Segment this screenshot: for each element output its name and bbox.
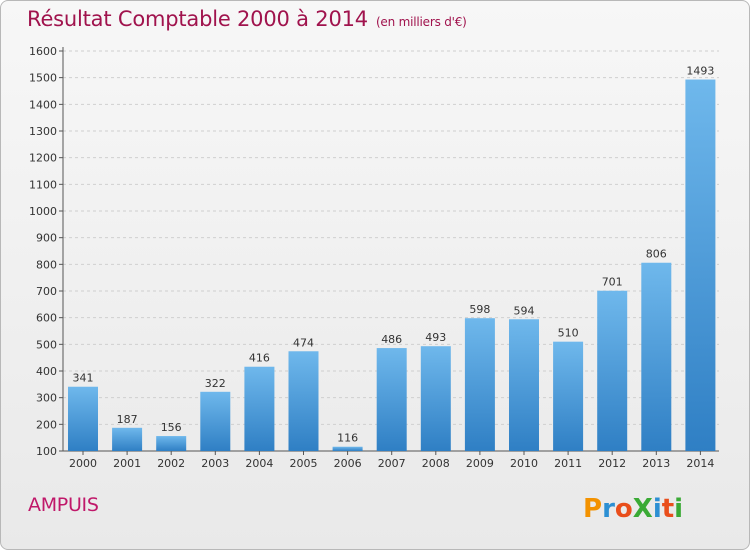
x-tick-label: 2003 <box>201 457 229 470</box>
bar <box>597 290 628 451</box>
data-label: 474 <box>293 336 314 349</box>
y-tick-label: 1400 <box>29 98 57 111</box>
x-tick-label: 2002 <box>157 457 185 470</box>
data-label: 598 <box>469 303 490 316</box>
bar <box>685 79 716 452</box>
data-label: 156 <box>161 421 182 434</box>
x-tick-label: 2005 <box>290 457 318 470</box>
proxiti-logo: ProXiti <box>583 494 683 524</box>
data-label: 594 <box>514 304 535 317</box>
bar <box>332 446 363 451</box>
x-tick-label: 2011 <box>554 457 582 470</box>
bar <box>376 348 407 451</box>
bar <box>112 427 143 451</box>
data-label: 493 <box>425 331 446 344</box>
commune-name: AMPUIS <box>28 494 99 516</box>
x-tick-label: 2012 <box>598 457 626 470</box>
data-label: 486 <box>381 333 402 346</box>
x-tick-label: 2010 <box>510 457 538 470</box>
x-tick-label: 2004 <box>245 457 273 470</box>
bar <box>553 341 584 451</box>
y-tick-label: 400 <box>36 365 57 378</box>
data-label: 116 <box>337 432 358 445</box>
y-tick-label: 500 <box>36 338 57 351</box>
data-label: 187 <box>117 413 138 426</box>
y-tick-label: 800 <box>36 258 57 271</box>
bar <box>156 436 187 451</box>
x-tick-label: 2006 <box>334 457 362 470</box>
x-tick-label: 2013 <box>642 457 670 470</box>
y-tick-label: 900 <box>36 232 57 245</box>
y-tick-label: 1500 <box>29 72 57 85</box>
svg-text:ProXiti: ProXiti <box>583 494 683 524</box>
data-label: 322 <box>205 377 226 390</box>
title-text: Résultat Comptable 2000 à 2014 <box>27 7 368 31</box>
x-tick-label: 2014 <box>686 457 714 470</box>
x-tick-label: 2000 <box>69 457 97 470</box>
bar <box>200 391 231 451</box>
x-tick-labels: 2000 2001 2002 2003 2004 2005 2006 2007 2008 2009… <box>69 457 714 470</box>
bar <box>464 318 495 451</box>
data-labels: 341 187 156 322 416 474 116 486 493 598 594 510 701 8… <box>73 65 715 445</box>
y-tick-label: 700 <box>36 285 57 298</box>
bar <box>641 262 672 451</box>
y-tick-labels: 100 200 300 400 500 600 700 800 900 1000 1100 1200 1… <box>29 45 57 458</box>
bar <box>68 386 98 451</box>
title-unit: (en milliers d'€) <box>375 15 467 29</box>
x-tick-label: 2001 <box>113 457 141 470</box>
bar <box>288 351 319 451</box>
data-label: 416 <box>249 352 270 365</box>
data-label: 806 <box>646 248 667 261</box>
data-label: 341 <box>73 372 94 385</box>
x-tick-label: 2009 <box>466 457 494 470</box>
data-label: 701 <box>602 276 623 289</box>
y-tick-label: 100 <box>36 445 57 458</box>
y-tick-label: 1200 <box>29 152 57 165</box>
y-tick-label: 1300 <box>29 125 57 138</box>
chart-title: Résultat Comptable 2000 à 2014 (en millie… <box>27 7 467 31</box>
bar <box>244 366 275 451</box>
y-tick-label: 1100 <box>29 178 57 191</box>
x-tick-label: 2007 <box>378 457 406 470</box>
bars <box>68 79 716 452</box>
y-tick-label: 1000 <box>29 205 57 218</box>
data-label: 510 <box>558 327 579 340</box>
bar <box>420 346 451 451</box>
x-tick-label: 2008 <box>422 457 450 470</box>
data-label: 1493 <box>686 65 714 78</box>
y-tick-label: 300 <box>36 392 57 405</box>
bar <box>509 319 539 451</box>
y-tick-label: 1600 <box>29 45 57 58</box>
y-tick-label: 200 <box>36 418 57 431</box>
y-tick-label: 600 <box>36 312 57 325</box>
